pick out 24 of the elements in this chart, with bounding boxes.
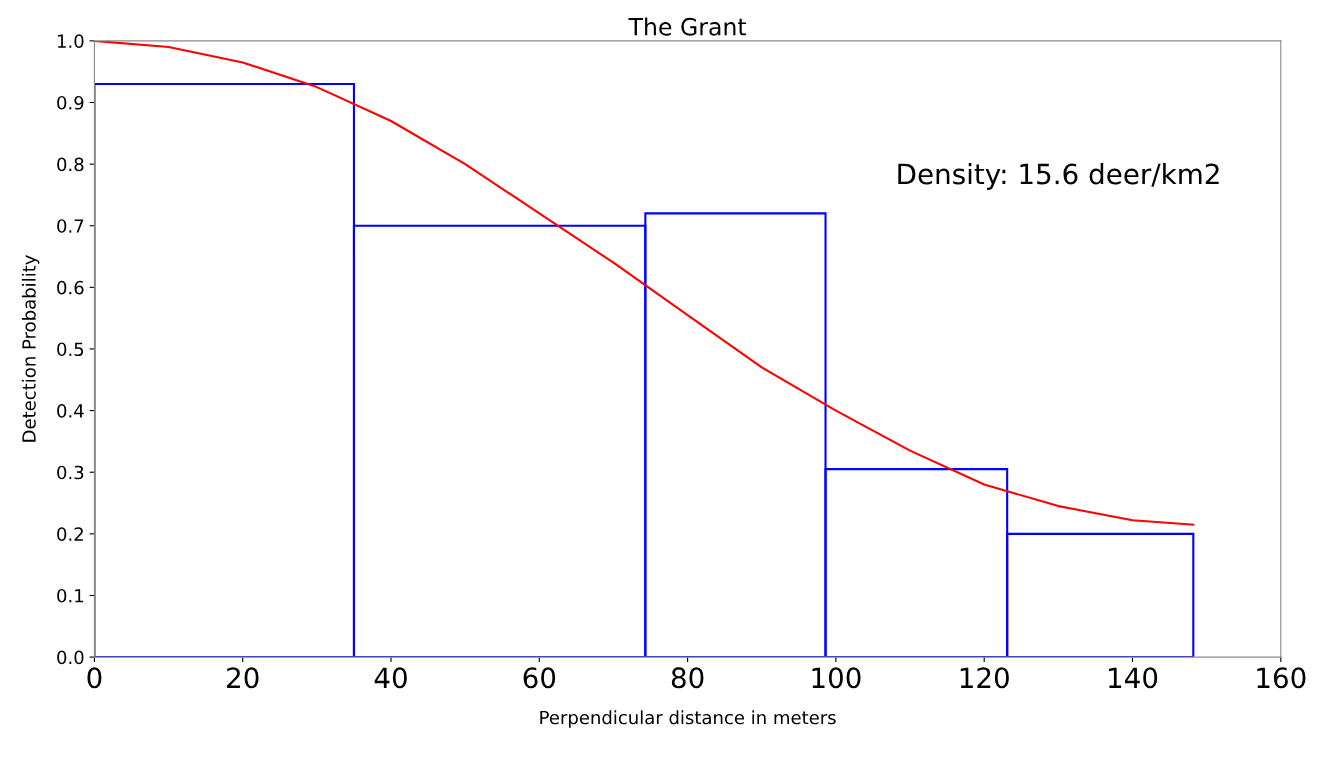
x-tick-label: 80	[671, 667, 704, 689]
x-tick-label: 120	[960, 667, 1009, 689]
y-tick-label: 0.8	[57, 157, 84, 172]
y-tick-label: 0.4	[57, 404, 84, 418]
x-tick-label: 40	[374, 667, 407, 689]
y-tick-label: 0.2	[57, 527, 83, 541]
y-tick-label: 0.6	[57, 280, 84, 295]
y-tick-label: 0.9	[57, 95, 84, 110]
y-tick-label: 0.7	[57, 219, 84, 233]
x-axis-title: Perpendicular distance in meters	[540, 710, 836, 728]
y-tick-label: 0.0	[57, 650, 84, 665]
y-tick-label: 0.3	[57, 465, 84, 480]
y-tick-label: 0.5	[57, 342, 84, 357]
x-tick-label: 100	[812, 667, 861, 689]
y-axis-title: Detection Probability	[21, 255, 40, 442]
x-tick-label: 160	[1257, 667, 1306, 689]
y-tick-label: 1.0	[57, 34, 84, 48]
chart-title: The Grant	[628, 17, 747, 36]
x-tick-label: 60	[523, 667, 556, 689]
y-tick-label: 0.1	[57, 588, 84, 603]
annotation: Density: 15.6 deer/km2	[898, 163, 1219, 190]
x-tick-label: 20	[227, 667, 259, 689]
x-tick-label: 0	[87, 667, 102, 689]
x-tick-label: 140	[1109, 667, 1158, 689]
